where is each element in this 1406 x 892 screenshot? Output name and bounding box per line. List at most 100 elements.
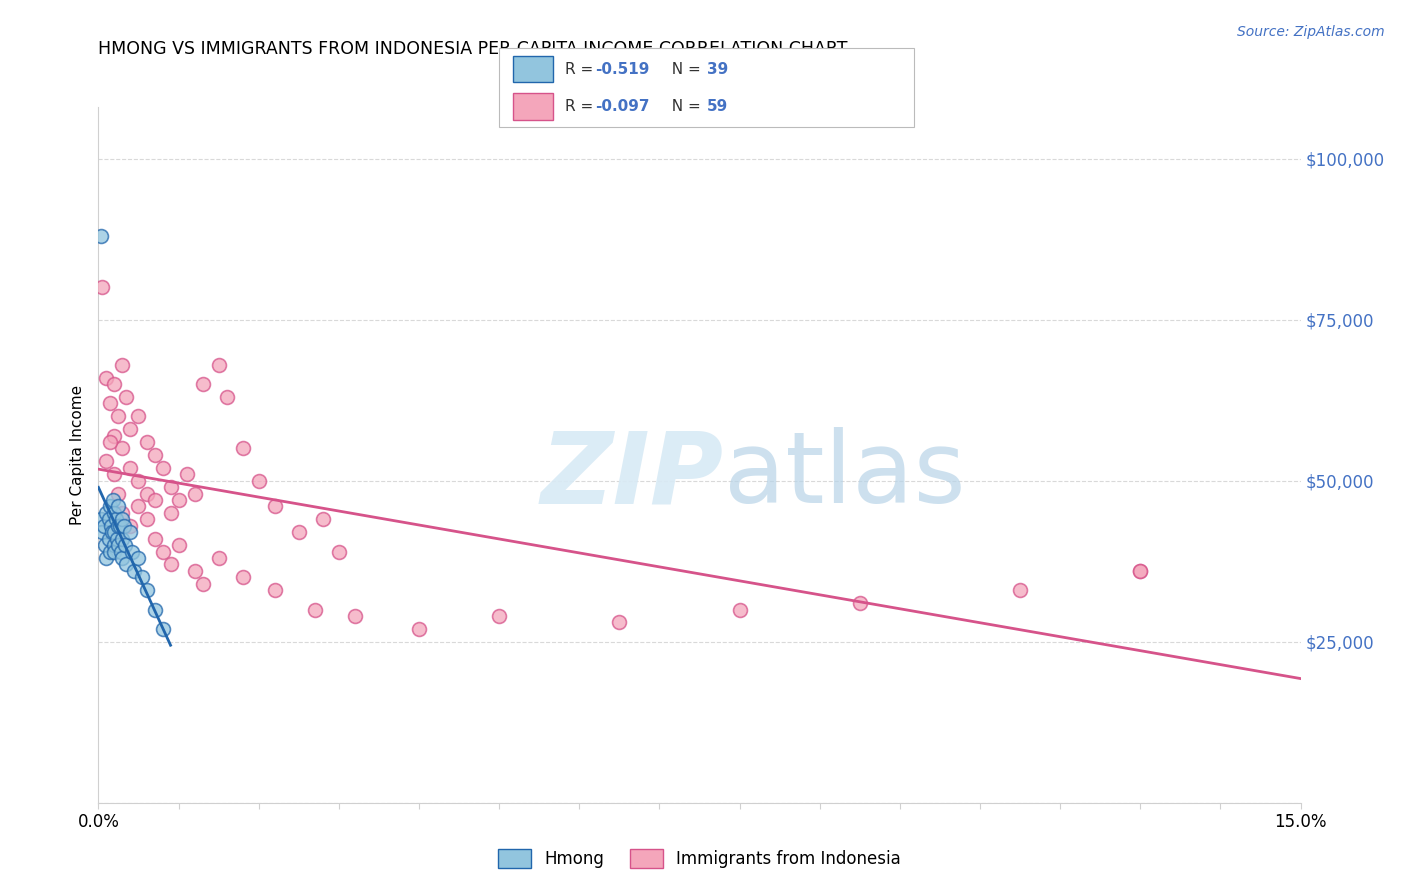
Point	[101, 525, 124, 540]
Point	[120, 460, 142, 475]
Point	[131, 570, 153, 584]
Point	[247, 474, 270, 488]
Point	[1129, 564, 1152, 578]
Point	[115, 558, 138, 572]
Point	[97, 532, 120, 546]
Point	[343, 609, 366, 624]
Text: -0.519: -0.519	[595, 62, 650, 77]
Point	[159, 558, 181, 572]
Point	[96, 506, 118, 520]
Point	[1129, 564, 1152, 578]
Point	[103, 377, 125, 392]
Point	[191, 377, 214, 392]
Point	[103, 428, 125, 442]
Point	[91, 280, 114, 294]
Point	[176, 467, 198, 482]
Point	[152, 544, 174, 558]
Point	[111, 442, 134, 456]
Point	[103, 525, 125, 540]
Point	[107, 486, 129, 500]
Point	[111, 512, 134, 526]
Point	[183, 486, 205, 500]
Text: 39: 39	[707, 62, 728, 77]
Text: ZIP: ZIP	[540, 427, 724, 524]
Point	[107, 518, 129, 533]
Point	[91, 525, 114, 540]
Text: HMONG VS IMMIGRANTS FROM INDONESIA PER CAPITA INCOME CORRELATION CHART: HMONG VS IMMIGRANTS FROM INDONESIA PER C…	[98, 40, 848, 58]
Text: R =: R =	[565, 99, 599, 114]
Point	[183, 564, 205, 578]
Point	[288, 525, 311, 540]
Point	[111, 358, 134, 372]
Point	[1010, 583, 1032, 598]
Point	[111, 506, 134, 520]
Point	[143, 493, 166, 508]
Point	[107, 538, 129, 552]
Point	[128, 409, 150, 424]
Point	[100, 396, 122, 410]
Text: R =: R =	[565, 62, 599, 77]
Point	[96, 551, 118, 566]
Point	[120, 518, 142, 533]
Point	[728, 602, 751, 616]
Text: -0.097: -0.097	[595, 99, 650, 114]
Point	[100, 500, 122, 514]
Point	[103, 506, 125, 520]
Point	[110, 544, 132, 558]
Y-axis label: Per Capita Income: Per Capita Income	[70, 384, 86, 525]
Point	[94, 538, 117, 552]
Point	[488, 609, 510, 624]
Point	[159, 506, 181, 520]
Point	[124, 564, 146, 578]
Point	[167, 493, 190, 508]
Point	[114, 538, 136, 552]
Point	[97, 512, 120, 526]
Point	[100, 435, 122, 450]
Point	[107, 500, 129, 514]
Point	[96, 454, 118, 468]
Point	[143, 532, 166, 546]
Point	[328, 544, 350, 558]
Text: Source: ZipAtlas.com: Source: ZipAtlas.com	[1237, 25, 1385, 39]
Point	[215, 390, 238, 404]
Point	[128, 474, 150, 488]
Text: N =: N =	[662, 99, 706, 114]
Point	[167, 538, 190, 552]
Point	[103, 467, 125, 482]
Point	[208, 551, 231, 566]
Point	[408, 622, 430, 636]
Point	[115, 390, 138, 404]
Point	[232, 442, 254, 456]
Point	[90, 512, 112, 526]
Point	[96, 370, 118, 384]
Point	[128, 500, 150, 514]
Point	[143, 602, 166, 616]
Point	[152, 622, 174, 636]
Point	[108, 518, 131, 533]
Text: 59: 59	[707, 99, 728, 114]
Point	[208, 358, 231, 372]
Point	[135, 486, 157, 500]
Point	[93, 518, 115, 533]
Point	[103, 544, 125, 558]
Point	[152, 460, 174, 475]
Point	[128, 551, 150, 566]
Point	[849, 596, 872, 610]
Point	[304, 602, 326, 616]
Text: N =: N =	[662, 62, 706, 77]
Point	[105, 532, 128, 546]
Point	[111, 532, 134, 546]
Point	[100, 518, 122, 533]
Point	[112, 518, 135, 533]
Text: atlas: atlas	[724, 427, 965, 524]
Point	[120, 525, 142, 540]
Point	[135, 435, 157, 450]
Point	[232, 570, 254, 584]
Point	[101, 493, 124, 508]
Point	[90, 228, 112, 243]
Point	[135, 583, 157, 598]
Point	[111, 551, 134, 566]
Point	[191, 576, 214, 591]
Point	[105, 512, 128, 526]
Point	[312, 512, 335, 526]
